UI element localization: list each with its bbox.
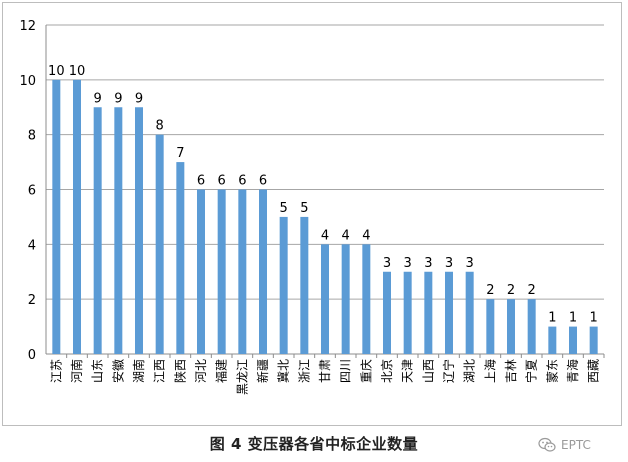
data-label: 1: [590, 311, 598, 326]
category-label: 上海: [482, 359, 497, 383]
bar-chart: 02468101210江苏10河南9山东9安徽9湖南8江西7陕西6河北6福建6黑…: [19, 19, 605, 395]
data-label: 3: [466, 256, 474, 271]
data-label: 9: [135, 91, 143, 106]
bar: [486, 299, 495, 354]
data-label: 4: [342, 228, 350, 243]
category-label: 北京: [380, 359, 394, 383]
category-label: 安徽: [110, 359, 125, 383]
data-label: 7: [176, 146, 184, 161]
bar: [73, 79, 81, 354]
data-label: 3: [383, 256, 391, 271]
category-label: 河南: [69, 359, 84, 383]
bar: [507, 299, 515, 354]
y-tick-label: 0: [28, 348, 36, 363]
data-label: 3: [445, 256, 453, 271]
chart-frame: 0 2 4 6 8 10 12 10 江苏 10 河南 9 山东 9 安徽 9 湖南 8 江西 7 陕西 6 河北 6 福建 6 黑…: [2, 2, 622, 426]
bar: [197, 189, 205, 354]
bar: [445, 271, 453, 354]
category-label: 天津: [401, 359, 415, 383]
bar: [424, 271, 433, 354]
bar: [52, 79, 61, 354]
data-label: 2: [486, 283, 494, 298]
data-label: 5: [300, 201, 308, 216]
category-label: 山西: [421, 359, 435, 383]
y-tick-label: 12: [19, 19, 36, 34]
bar: [176, 162, 185, 354]
chart-caption: 图 4 变压器各省中标企业数量: [209, 435, 419, 453]
data-label: 8: [156, 119, 164, 134]
y-tick-label: 10: [19, 74, 36, 89]
category-label: 四川: [339, 359, 353, 383]
data-label: 3: [424, 256, 432, 271]
bar: [238, 189, 247, 354]
bar: [217, 189, 226, 354]
data-label: 6: [197, 174, 205, 189]
bar: [383, 271, 391, 354]
category-label: 辽宁: [441, 359, 456, 383]
bar: [589, 326, 598, 354]
bar: [114, 107, 123, 354]
category-label: 西藏: [587, 359, 601, 383]
bar: [403, 271, 412, 354]
category-label: 冀北: [277, 359, 291, 383]
category-label: 湖北: [462, 359, 477, 383]
y-tick-label: 2: [28, 293, 36, 308]
data-label: 1: [548, 311, 556, 326]
bar: [93, 107, 102, 354]
category-label: 江西: [153, 359, 167, 383]
bar: [548, 326, 557, 354]
wechat-icon: [538, 437, 556, 452]
data-label: 10: [69, 64, 86, 79]
category-label: 宁夏: [524, 359, 539, 383]
watermark-text: EPTC: [561, 438, 591, 452]
data-label: 3: [404, 256, 412, 271]
watermark: EPTC: [538, 436, 591, 454]
data-label: 9: [94, 91, 102, 106]
category-label: 河北: [194, 359, 208, 383]
y-tick-label: 6: [28, 184, 36, 199]
bar: [569, 326, 577, 354]
category-label: 浙江: [297, 359, 311, 383]
data-label: 2: [507, 283, 515, 298]
category-label: 黑龙江: [235, 359, 249, 395]
data-label: 4: [321, 228, 329, 243]
category-label: 蒙东: [545, 359, 559, 383]
data-label: 4: [362, 228, 370, 243]
category-label: 重庆: [359, 359, 373, 383]
bar: [135, 107, 143, 354]
data-label: 2: [528, 283, 536, 298]
data-label: 5: [280, 201, 288, 216]
category-label: 湖南: [131, 359, 146, 383]
category-label: 福建: [214, 359, 229, 383]
bar: [341, 244, 350, 354]
category-label: 青海: [565, 359, 580, 383]
bar: [259, 189, 267, 354]
data-label: 6: [218, 174, 226, 189]
category-label: 山东: [91, 359, 105, 383]
bar: [465, 271, 474, 354]
data-label: 10: [48, 64, 65, 79]
bar: [155, 134, 164, 354]
bar: [279, 216, 288, 354]
data-label: 6: [238, 174, 246, 189]
y-tick-label: 4: [28, 238, 36, 253]
data-label: 6: [259, 174, 267, 189]
category-label: 新疆: [255, 359, 270, 383]
category-label: 陕西: [172, 359, 187, 383]
category-label: 江苏: [49, 359, 63, 383]
y-tick-label: 8: [28, 129, 36, 144]
data-label: 1: [569, 311, 577, 326]
bar: [527, 299, 536, 354]
bar: [362, 244, 371, 354]
category-label: 甘肃: [318, 359, 332, 383]
data-label: 9: [114, 91, 122, 106]
bar: [321, 244, 329, 354]
category-label: 吉林: [504, 359, 518, 383]
bar: [300, 216, 309, 354]
